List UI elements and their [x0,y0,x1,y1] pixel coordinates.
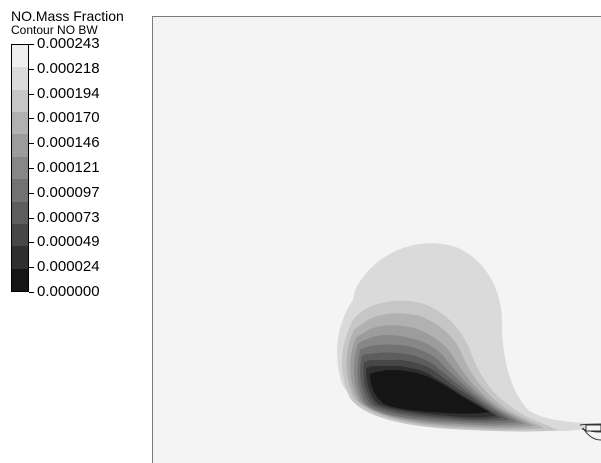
legend-level-label: 0.000243 [37,35,100,52]
legend-level-label: 0.000024 [37,258,100,275]
legend-level-label: 0.000121 [37,159,100,176]
legend-tick [29,168,34,169]
legend-level-label: 0.000194 [37,85,100,102]
legend-band-3 [12,89,28,113]
legend-band-9 [12,223,28,247]
legend-tick [29,193,34,194]
legend-level-label: 0.000000 [37,283,100,300]
inlet-nozzle-body [585,424,601,432]
legend-band-4 [12,112,28,135]
legend-band-11 [12,268,28,291]
legend-level-label: 0.000218 [37,60,100,77]
legend-level-label: 0.000146 [37,134,100,151]
legend-tick [29,69,34,70]
legend-tick [29,94,34,95]
inlet-nozzle [579,423,601,441]
color-legend-bar [11,44,29,292]
legend-band-5 [12,134,28,157]
legend-band-1 [12,45,28,68]
legend-band-6 [12,156,28,180]
legend-level-label: 0.000073 [37,209,100,226]
legend-tick [29,143,34,144]
legend-title: NO.Mass Fraction [11,8,124,24]
contour-band-10 [370,370,490,414]
legend-band-10 [12,246,28,269]
legend-tick [29,242,34,243]
legend-level-label: 0.000170 [37,109,100,126]
contour-bands [337,243,586,432]
legend-subtitle: Contour NO BW [11,23,98,37]
legend-tick [29,292,34,293]
legend-tick [29,218,34,219]
legend-band-7 [12,179,28,202]
legend-tick [29,267,34,268]
legend-band-2 [12,67,28,90]
legend-tick [29,44,34,45]
legend-band-8 [12,201,28,224]
legend-tick [29,118,34,119]
legend-level-label: 0.000049 [37,233,100,250]
legend-level-label: 0.000097 [37,184,100,201]
